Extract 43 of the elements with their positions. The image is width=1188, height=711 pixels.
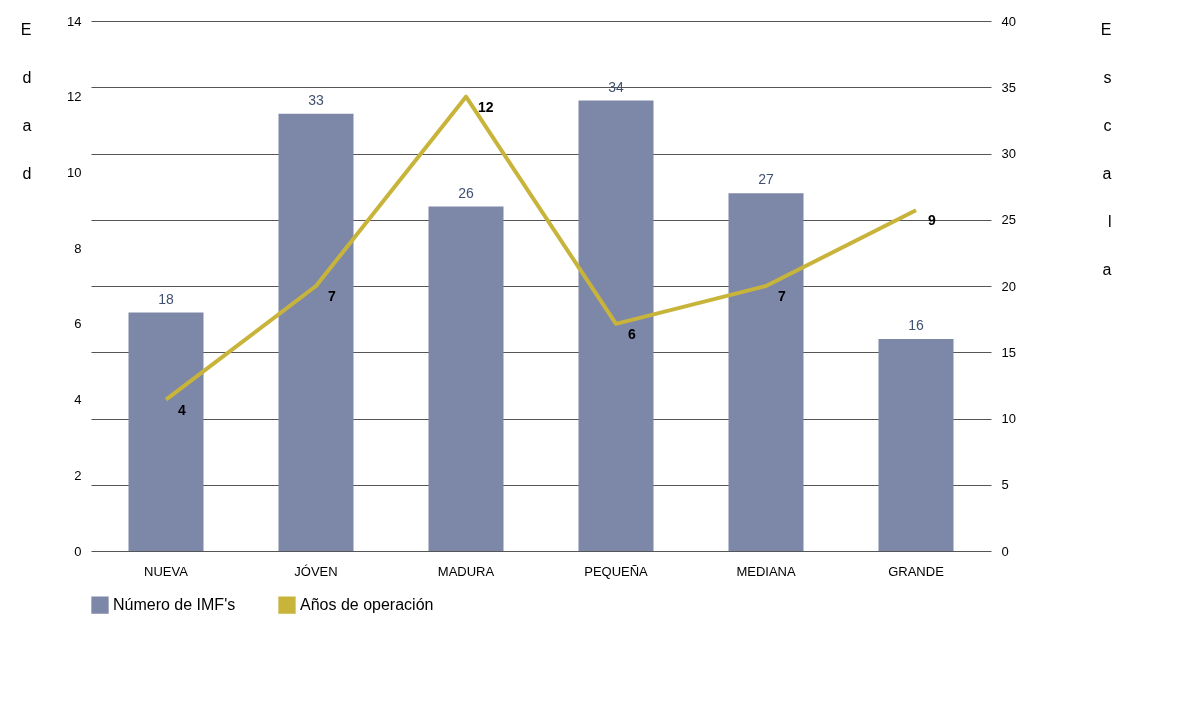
y2-tick-label: 10 bbox=[1001, 411, 1016, 426]
data-label: 18 bbox=[158, 290, 174, 307]
y-tick-label: 10 bbox=[67, 164, 82, 180]
data-label: 16 bbox=[908, 317, 924, 333]
y2-tick-label: 5 bbox=[1001, 477, 1009, 493]
bar bbox=[878, 339, 954, 551]
y-tick-label: 4 bbox=[74, 392, 82, 408]
bar bbox=[278, 113, 354, 551]
y-tick-label: 14 bbox=[67, 13, 82, 29]
legend-label: Número de IMF's bbox=[113, 596, 236, 614]
bar bbox=[428, 206, 504, 551]
y-tick-label: 8 bbox=[74, 240, 82, 256]
y2-tick-label: 20 bbox=[1001, 278, 1016, 294]
y2-tick-label: 25 bbox=[1001, 212, 1016, 228]
data-label: 4 bbox=[178, 401, 186, 418]
y-tick-label: 0 bbox=[74, 543, 82, 559]
bar bbox=[578, 100, 654, 551]
y-tick-label: 12 bbox=[67, 89, 82, 105]
x-tick-label: NUEVA bbox=[144, 563, 189, 579]
x-tick-label: GRANDE bbox=[888, 563, 945, 579]
bar bbox=[728, 193, 804, 551]
data-label: 6 bbox=[628, 325, 636, 342]
y2-tick-label: 35 bbox=[1001, 79, 1016, 95]
x-tick-label: PEQUEÑA bbox=[584, 563, 649, 579]
x-tick-label: MADURA bbox=[437, 563, 495, 579]
y2-tick-label: 40 bbox=[1001, 13, 1016, 29]
y-tick-label: 6 bbox=[74, 316, 82, 332]
data-label: 27 bbox=[758, 171, 774, 188]
text: Escala bbox=[1100, 20, 1112, 278]
data-label: 7 bbox=[328, 288, 336, 304]
data-label: 7 bbox=[778, 288, 786, 304]
y2-tick-label: 30 bbox=[1001, 146, 1016, 161]
bar bbox=[128, 312, 204, 551]
y-tick-label: 2 bbox=[74, 467, 82, 483]
y2-tick-label: 0 bbox=[1001, 543, 1009, 559]
y2-tick-label: 15 bbox=[1001, 344, 1016, 360]
legend-label: Años de operación bbox=[300, 596, 434, 614]
data-label: 12 bbox=[478, 98, 494, 115]
text: Edad bbox=[20, 20, 32, 182]
x-tick-label: MEDIANA bbox=[736, 563, 796, 579]
x-tick-label: JÓVEN bbox=[294, 563, 338, 579]
data-label: 33 bbox=[308, 91, 324, 108]
data-label: 26 bbox=[458, 184, 474, 201]
